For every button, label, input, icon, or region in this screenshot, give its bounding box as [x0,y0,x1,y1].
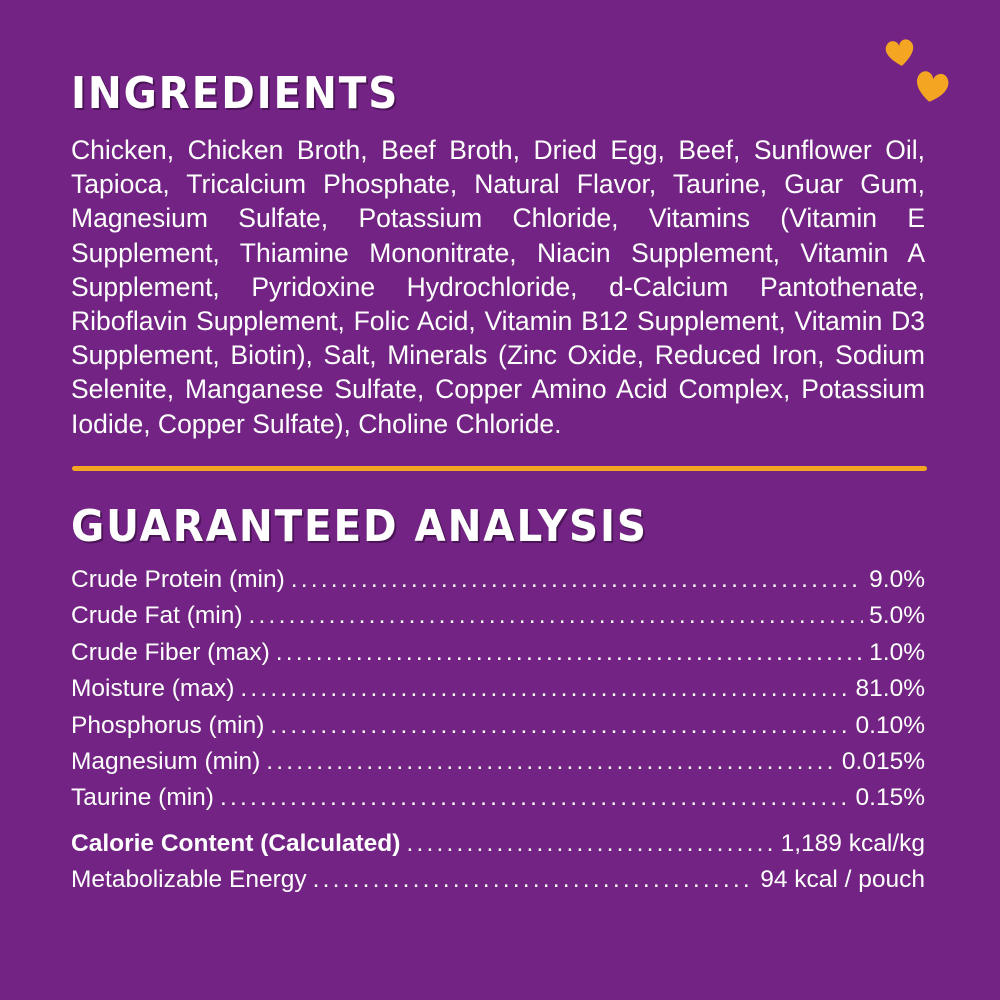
dot-leader: ........................................… [275,638,864,666]
analysis-row-crude-fiber: Crude Fiber (max) ......................… [71,635,925,671]
dot-leader: ........................................… [248,602,864,630]
calorie-label: Calorie Content (Calculated) [71,829,401,857]
analysis-value: 0.10% [855,711,925,739]
metabolizable-energy-row: Metabolizable Energy ...................… [71,862,925,898]
calorie-value: 1,189 kcal/kg [780,829,925,857]
energy-value: 94 kcal / pouch [760,866,925,894]
dot-leader: ........................................… [219,784,850,812]
analysis-value: 1.0% [869,638,925,666]
ingredients-heading: INGREDIENTS [71,68,400,119]
guaranteed-analysis-heading: GUARANTEED ANALYSIS [71,501,648,552]
dot-leader: ........................................… [240,675,849,703]
hearts-icon [885,39,949,102]
analysis-label: Magnesium (min) [71,747,261,775]
analysis-label: Crude Protein (min) [71,566,285,593]
analysis-label: Taurine (min) [71,784,214,812]
analysis-row-phosphorus: Phosphorus (min) .......................… [71,708,925,744]
analysis-value: 81.0% [855,675,925,703]
guaranteed-analysis-table: Crude Protein (min) ....................… [71,562,925,899]
ingredients-text: Chicken, Chicken Broth, Beef Broth, Drie… [71,135,925,439]
analysis-value: 5.0% [869,602,925,630]
analysis-row-crude-fat: Crude Fat (min) ........................… [71,598,925,634]
analysis-row-taurine: Taurine (min) ..........................… [71,780,925,816]
analysis-value: 9.0% [869,566,925,593]
dot-leader: ........................................… [406,829,775,857]
analysis-row-magnesium: Magnesium (min) ........................… [71,744,925,780]
analysis-label: Phosphorus (min) [71,711,265,739]
analysis-row-crude-protein: Crude Protein (min) ....................… [71,562,925,598]
dot-leader: ........................................… [270,711,850,739]
analysis-label: Crude Fiber (max) [71,638,270,666]
section-divider [72,466,927,471]
analysis-label: Moisture (max) [71,675,235,703]
analysis-label: Crude Fat (min) [71,602,243,630]
analysis-row-moisture: Moisture (max) .........................… [71,671,925,707]
dot-leader: ........................................… [312,866,755,894]
analysis-value: 0.15% [855,784,925,812]
calorie-content-row: Calorie Content (Calculated) ...........… [71,826,925,862]
energy-label: Metabolizable Energy [71,866,307,894]
analysis-value: 0.015% [841,747,925,775]
dot-leader: ........................................… [266,747,836,775]
dot-leader: ........................................… [290,566,864,593]
